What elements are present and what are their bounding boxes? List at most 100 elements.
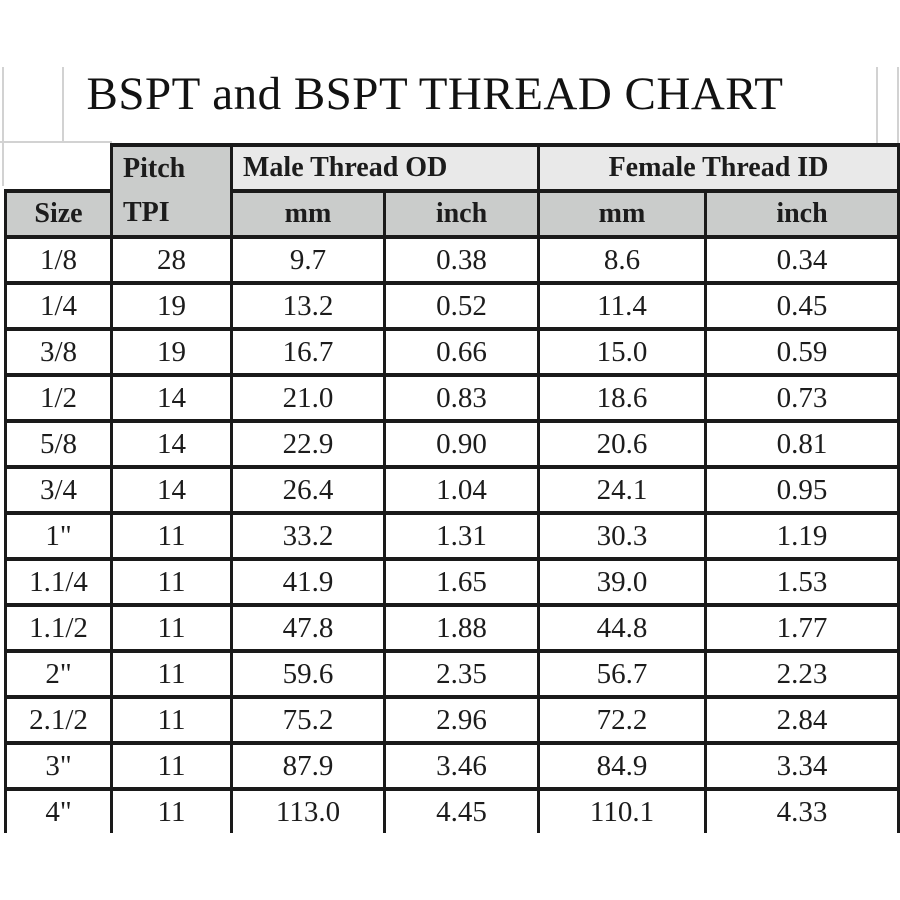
cell-size: 1/2 [4,373,113,423]
cell-male-mm: 59.6 [230,649,386,699]
cell-female-inch: 0.34 [704,235,900,285]
cell-size: 3/8 [4,327,113,377]
cell-male-inch: 1.31 [383,511,540,561]
table-row: 1/2 14 21.0 0.83 18.6 0.73 [4,373,900,423]
male-inch-header: inch [383,189,540,239]
cell-size: 4" [4,787,113,833]
male-thread-od-header: Male Thread OD [230,143,540,193]
female-inch-header: inch [704,189,900,239]
cell-female-inch: 1.19 [704,511,900,561]
size-header: Size [4,189,113,239]
cell-male-mm: 21.0 [230,373,386,423]
cell-size: 5/8 [4,419,113,469]
cell-female-mm: 24.1 [537,465,707,515]
faint-gridline-title-left [62,67,64,143]
cell-female-inch: 2.84 [704,695,900,745]
cell-female-mm: 72.2 [537,695,707,745]
cell-tpi: 11 [110,787,233,833]
cell-male-inch: 3.46 [383,741,540,791]
cell-male-mm: 13.2 [230,281,386,331]
cell-tpi: 19 [110,281,233,331]
cell-female-inch: 0.95 [704,465,900,515]
cell-tpi: 14 [110,373,233,423]
table-row: 2" 11 59.6 2.35 56.7 2.23 [4,649,900,699]
cell-tpi: 14 [110,419,233,469]
table-row: 1/8 28 9.7 0.38 8.6 0.34 [4,235,900,285]
cell-male-inch: 0.38 [383,235,540,285]
table-row: 1.1/2 11 47.8 1.88 44.8 1.77 [4,603,900,653]
faint-gridline-title-right [876,67,878,143]
cell-female-mm: 44.8 [537,603,707,653]
cell-size: 2" [4,649,113,699]
table-row: 3" 11 87.9 3.46 84.9 3.34 [4,741,900,791]
cell-male-inch: 4.45 [383,787,540,833]
cell-male-inch: 0.66 [383,327,540,377]
cell-female-inch: 1.77 [704,603,900,653]
cell-female-inch: 3.34 [704,741,900,791]
cell-male-mm: 9.7 [230,235,386,285]
cell-male-mm: 113.0 [230,787,386,833]
cell-male-inch: 1.04 [383,465,540,515]
cell-female-mm: 30.3 [537,511,707,561]
cell-tpi: 11 [110,741,233,791]
cell-tpi: 11 [110,695,233,745]
unit-header-row: Size mm inch mm inch [4,189,900,239]
cell-tpi: 11 [110,649,233,699]
cell-size: 1.1/2 [4,603,113,653]
faint-gridline-left [2,67,4,186]
female-mm-header: mm [537,189,707,239]
cell-female-mm: 39.0 [537,557,707,607]
table-row: 1.1/4 11 41.9 1.65 39.0 1.53 [4,557,900,607]
cell-male-mm: 41.9 [230,557,386,607]
cell-tpi: 11 [110,511,233,561]
cell-size: 1/4 [4,281,113,331]
cell-size: 3/4 [4,465,113,515]
cell-male-inch: 0.90 [383,419,540,469]
table-row: 3/8 19 16.7 0.66 15.0 0.59 [4,327,900,377]
tpi-header-label: TPI [123,197,170,228]
table-row: 4" 11 113.0 4.45 110.1 4.33 [4,787,900,833]
cell-female-mm: 56.7 [537,649,707,699]
cell-tpi: 11 [110,603,233,653]
cell-female-mm: 110.1 [537,787,707,833]
cell-female-inch: 0.59 [704,327,900,377]
cell-size: 1/8 [4,235,113,285]
table-row: 1/4 19 13.2 0.52 11.4 0.45 [4,281,900,331]
cell-size: 1" [4,511,113,561]
cell-tpi: 28 [110,235,233,285]
pitch-tpi-header-cell: Pitch TPI [110,143,233,239]
cell-male-inch: 2.96 [383,695,540,745]
cell-female-mm: 18.6 [537,373,707,423]
cell-male-inch: 2.35 [383,649,540,699]
thread-chart-table: Pitch TPI Male Thread OD Female Thread I… [4,143,900,833]
cell-male-mm: 75.2 [230,695,386,745]
cell-male-inch: 1.88 [383,603,540,653]
faint-gridline-top-of-table [0,141,112,143]
male-mm-header: mm [230,189,386,239]
cell-female-inch: 0.73 [704,373,900,423]
cell-female-inch: 0.45 [704,281,900,331]
cell-female-mm: 15.0 [537,327,707,377]
pitch-header-label: Pitch [123,153,186,184]
cell-tpi: 19 [110,327,233,377]
cell-female-mm: 20.6 [537,419,707,469]
table-row: 5/8 14 22.9 0.90 20.6 0.81 [4,419,900,469]
cell-female-mm: 11.4 [537,281,707,331]
cell-male-inch: 0.83 [383,373,540,423]
page-title: BSPT and BSPT THREAD CHART [86,68,784,120]
corner-blank-cell [5,145,112,191]
cell-size: 3" [4,741,113,791]
cell-male-inch: 0.52 [383,281,540,331]
table-row: 3/4 14 26.4 1.04 24.1 0.95 [4,465,900,515]
female-thread-id-header: Female Thread ID [537,143,900,193]
cell-female-mm: 84.9 [537,741,707,791]
group-header-row: Pitch TPI Male Thread OD Female Thread I… [5,143,900,239]
cell-male-mm: 87.9 [230,741,386,791]
cell-female-inch: 2.23 [704,649,900,699]
cell-male-mm: 22.9 [230,419,386,469]
cell-female-inch: 0.81 [704,419,900,469]
cell-tpi: 14 [110,465,233,515]
cell-tpi: 11 [110,557,233,607]
cell-male-mm: 33.2 [230,511,386,561]
cell-male-mm: 47.8 [230,603,386,653]
